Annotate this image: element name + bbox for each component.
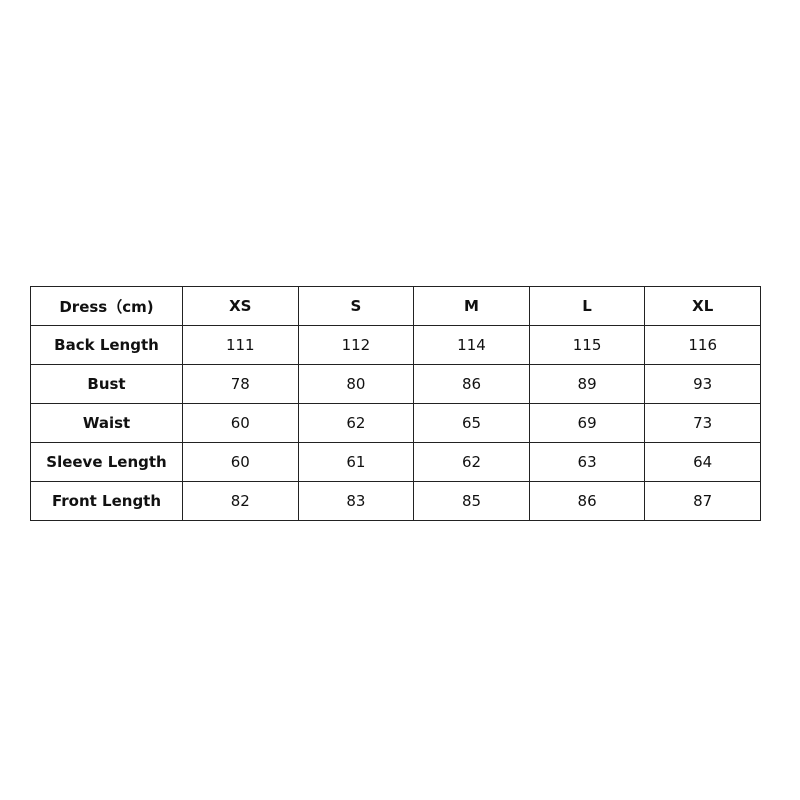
value-cell: 80 [297, 364, 415, 404]
header-row: Dress（cm) XS S M L XL [30, 286, 761, 326]
value-cell: 62 [297, 403, 415, 443]
value-cell: 69 [528, 403, 646, 443]
table-row: Bust 78 80 86 89 93 [30, 364, 761, 404]
table-row: Waist 60 62 65 69 73 [30, 403, 761, 443]
value-cell: 115 [528, 325, 646, 365]
value-cell: 114 [413, 325, 530, 365]
value-cell: 86 [413, 364, 530, 404]
header-cell-xs: XS [182, 286, 299, 326]
row-label: Waist [30, 403, 183, 443]
header-cell-m: M [413, 286, 530, 326]
value-cell: 64 [644, 442, 761, 482]
value-cell: 60 [182, 403, 299, 443]
header-cell-xl: XL [644, 286, 761, 326]
value-cell: 86 [528, 481, 646, 521]
table-row: Sleeve Length 60 61 62 63 64 [30, 442, 761, 482]
header-cell-s: S [297, 286, 415, 326]
row-label: Front Length [30, 481, 183, 521]
value-cell: 78 [182, 364, 299, 404]
row-label: Bust [30, 364, 183, 404]
value-cell: 61 [297, 442, 415, 482]
value-cell: 82 [182, 481, 299, 521]
row-label: Back Length [30, 325, 183, 365]
header-cell-dress: Dress（cm) [30, 286, 183, 326]
value-cell: 73 [644, 403, 761, 443]
value-cell: 83 [297, 481, 415, 521]
value-cell: 112 [297, 325, 415, 365]
value-cell: 87 [644, 481, 761, 521]
header-cell-l: L [528, 286, 646, 326]
value-cell: 111 [182, 325, 299, 365]
table-row: Front Length 82 83 85 86 87 [30, 481, 761, 521]
value-cell: 60 [182, 442, 299, 482]
size-chart-table: Dress（cm) XS S M L XL Back Length 111 112 1… [30, 286, 761, 521]
value-cell: 65 [413, 403, 530, 443]
value-cell: 62 [413, 442, 530, 482]
value-cell: 85 [413, 481, 530, 521]
value-cell: 63 [528, 442, 646, 482]
table-row: Back Length 111 112 114 115 116 [30, 325, 761, 365]
value-cell: 93 [644, 364, 761, 404]
value-cell: 116 [644, 325, 761, 365]
value-cell: 89 [528, 364, 646, 404]
row-label: Sleeve Length [30, 442, 183, 482]
